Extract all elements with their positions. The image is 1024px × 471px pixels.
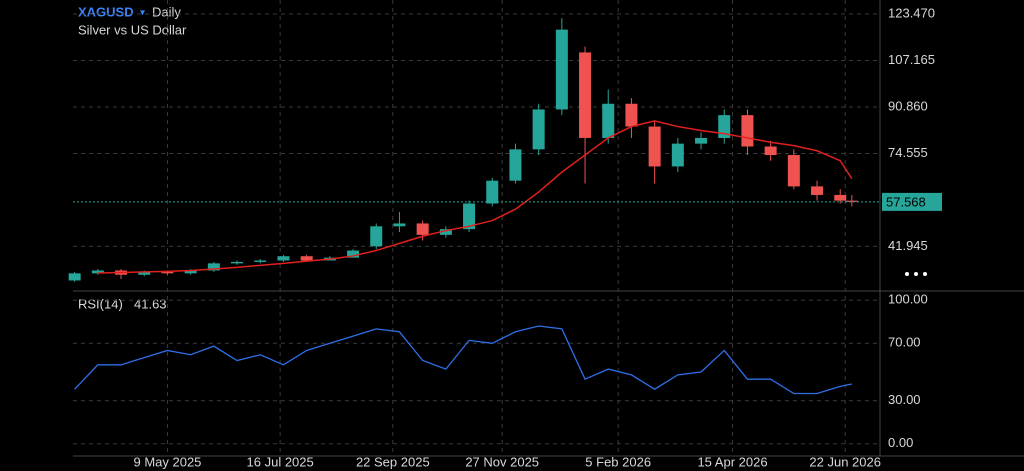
candle-body [486, 180, 499, 204]
moving-average [97, 120, 853, 274]
candle-body [671, 143, 684, 167]
indicator-value: 41.63 [134, 296, 167, 311]
candle-body [463, 203, 476, 230]
y-tick-label: 90.860 [888, 98, 928, 113]
candle-body [741, 115, 754, 147]
candle-body [416, 223, 429, 235]
y-tick-label: 74.555 [888, 145, 928, 160]
x-tick-label: 16 Jul 2025 [247, 454, 314, 469]
candle-body [695, 137, 708, 144]
candle-body [555, 29, 568, 110]
dropdown-icon[interactable]: ▾ [140, 8, 145, 19]
candle-body [231, 261, 244, 264]
candle-body [834, 194, 847, 201]
x-tick-label: 22 Jun 2026 [809, 454, 881, 469]
y-tick-label: 0.00 [888, 435, 913, 450]
last-price-label: 57.568 [886, 194, 926, 209]
last-price-box [882, 192, 942, 211]
candle-body [439, 229, 452, 235]
interval[interactable]: Daily [152, 4, 181, 19]
y-tick-label: 107.165 [888, 52, 935, 67]
candle-body [764, 146, 777, 156]
candle-body [845, 200, 858, 202]
indicator-title: RSI(14) [78, 296, 123, 311]
dot [923, 272, 927, 276]
candle-body [254, 260, 267, 262]
candle-body [68, 273, 81, 281]
candle-body [509, 149, 522, 181]
more-icon[interactable] [905, 272, 927, 276]
y-tick-label: 30.00 [888, 392, 921, 407]
candle-body [393, 223, 406, 227]
candle-body [648, 126, 661, 167]
candle-body [277, 256, 290, 261]
x-tick-label: 22 Sep 2025 [356, 454, 430, 469]
candle-body [184, 270, 197, 274]
dot [914, 272, 918, 276]
y-tick-label: 70.00 [888, 335, 921, 350]
x-tick-label: 9 May 2025 [133, 454, 201, 469]
candle-body [91, 270, 104, 274]
rsi-line [74, 325, 852, 395]
candle-body [532, 109, 545, 150]
candle-body [370, 226, 383, 247]
candle-body [811, 186, 824, 195]
y-tick-label: 41.945 [888, 238, 928, 253]
dot [905, 272, 909, 276]
candle-body [579, 52, 592, 138]
subtitle: Silver vs US Dollar [78, 22, 187, 37]
candle-body [625, 103, 638, 127]
x-tick-label: 5 Feb 2026 [585, 454, 651, 469]
candle-body [787, 155, 800, 187]
candle-body [300, 256, 313, 261]
candle-body [602, 103, 615, 138]
candle-body [718, 115, 731, 138]
x-tick-label: 15 Apr 2026 [697, 454, 767, 469]
candle-body [347, 250, 360, 258]
symbol[interactable]: XAGUSD [78, 4, 134, 19]
x-tick-label: 27 Nov 2025 [465, 454, 539, 469]
candle-body [138, 271, 151, 275]
candle-body [207, 263, 220, 271]
y-tick-label: 100.00 [888, 292, 928, 307]
y-tick-label: 123.470 [888, 5, 935, 20]
candle-body [161, 271, 174, 274]
